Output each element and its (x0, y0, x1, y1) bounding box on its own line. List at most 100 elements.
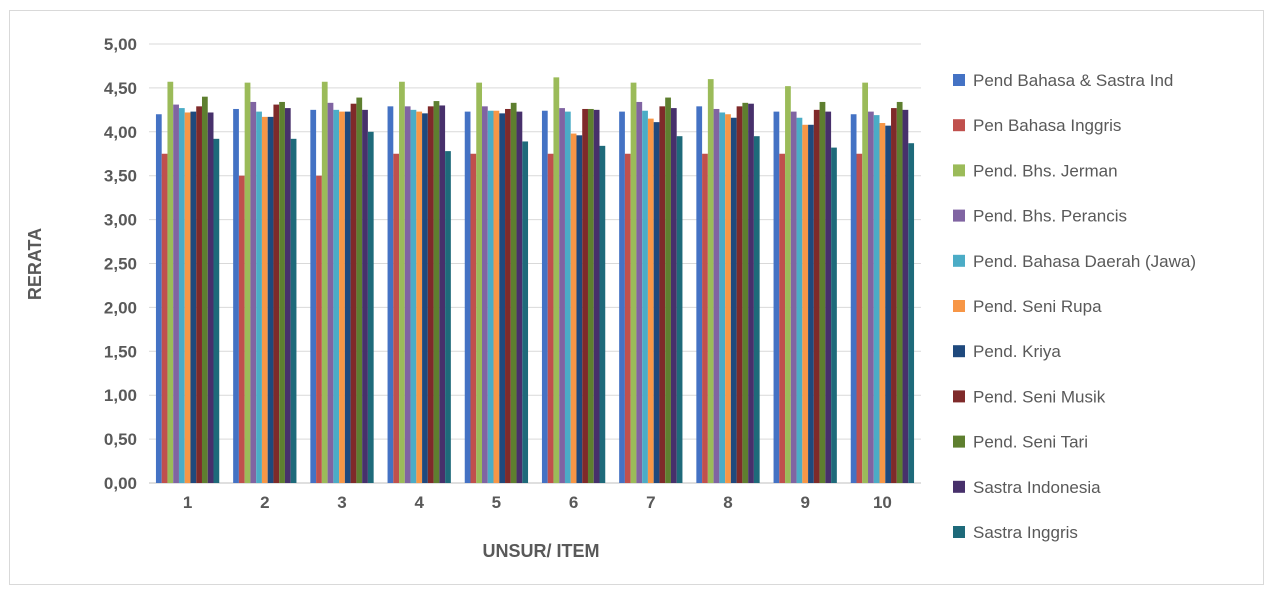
bar (659, 106, 666, 483)
bar (493, 110, 500, 483)
bar (636, 101, 643, 483)
bar (582, 108, 588, 483)
bars (155, 77, 915, 484)
chart-frame: 0,00 0,50 1,00 1,50 2,00 2,50 3,00 3,50 4,00 4,50… (9, 10, 1264, 585)
bar (559, 108, 565, 483)
bar (696, 106, 703, 483)
bar (873, 115, 880, 484)
legend-label: Pend. Bhs. Jerman (973, 161, 1118, 180)
bar (238, 175, 245, 483)
bar (779, 153, 786, 483)
bar (647, 118, 654, 483)
bar (261, 116, 268, 484)
x-tick-label: 7 (646, 493, 655, 512)
bar (178, 108, 185, 483)
bar (393, 153, 400, 483)
bar (399, 81, 405, 483)
bar (879, 123, 886, 484)
bar (284, 108, 291, 483)
bar (653, 122, 660, 483)
bar (161, 153, 168, 483)
legend-label: Pend. Seni Musik (973, 387, 1106, 406)
legend-label: Sastra Indonesia (973, 478, 1101, 497)
x-tick-label: 3 (337, 493, 346, 512)
bar (416, 111, 423, 484)
bar (344, 111, 351, 484)
bar (167, 81, 174, 483)
bar (356, 97, 363, 483)
bar (730, 117, 737, 483)
x-axis-title: UNSUR/ ITEM (483, 541, 600, 561)
x-tick-label: 8 (723, 493, 732, 512)
y-tick-label: 1,00 (104, 386, 137, 405)
bar (896, 101, 903, 483)
bar (576, 135, 583, 483)
bar (427, 106, 434, 483)
bar (367, 131, 374, 484)
bar (891, 108, 897, 483)
bar (196, 106, 202, 483)
bar (201, 96, 208, 484)
bar (553, 77, 560, 484)
y-tick-label: 4,00 (104, 123, 137, 142)
bar (541, 110, 548, 483)
y-tick-label: 5,00 (104, 35, 137, 54)
legend-label: Pend. Bhs. Perancis (973, 207, 1127, 226)
legend-label: Pend Bahasa & Sastra Ind (973, 71, 1173, 90)
bar (825, 111, 832, 484)
bar (630, 82, 637, 483)
bar (190, 111, 197, 484)
bar (642, 110, 648, 483)
bar (273, 104, 280, 483)
bar (327, 102, 334, 483)
legend-label: Sastra Inggris (973, 523, 1078, 542)
legend-swatch (953, 209, 965, 222)
legend: Pend Bahasa & Sastra Ind Pen Bahasa Inggr… (953, 71, 1196, 542)
legend-swatch (953, 345, 965, 358)
bar (719, 112, 726, 483)
bar (482, 106, 488, 483)
bar (676, 136, 683, 483)
bar (850, 114, 857, 484)
bar (587, 108, 594, 483)
y-axis-ticks: 0,00 0,50 1,00 1,50 2,00 2,50 3,00 3,50 4,00 4,50… (104, 35, 137, 493)
legend-swatch (953, 300, 965, 312)
bar (748, 103, 754, 483)
bar (505, 108, 511, 483)
bar (350, 103, 357, 483)
bar (233, 108, 239, 483)
bar (599, 145, 606, 483)
bar (753, 136, 760, 483)
bar (619, 111, 625, 484)
legend-swatch (953, 164, 965, 177)
legend-swatch (953, 480, 965, 493)
y-tick-label: 1,50 (104, 342, 137, 361)
bar (439, 105, 446, 484)
bar (464, 111, 471, 484)
bar (510, 102, 517, 483)
bar (819, 101, 826, 483)
bar (499, 113, 506, 484)
bar (362, 109, 368, 483)
bar (522, 141, 529, 483)
bar (476, 82, 483, 483)
bar (422, 113, 428, 484)
bar (593, 109, 600, 483)
x-tick-label: 5 (492, 493, 501, 512)
bar (736, 106, 743, 483)
bar (570, 133, 577, 483)
bar (267, 116, 274, 484)
legend-label: Pend. Seni Rupa (973, 297, 1102, 316)
bar (487, 110, 494, 483)
bar (470, 153, 477, 483)
bar (316, 175, 322, 483)
bar (868, 111, 874, 484)
bar (624, 153, 631, 483)
legend-label: Pend. Seni Tari (973, 433, 1088, 452)
bar (155, 114, 162, 484)
legend-swatch (953, 435, 965, 448)
bar (813, 109, 820, 483)
bar (410, 109, 417, 483)
bar (213, 138, 220, 483)
bar (742, 102, 749, 483)
